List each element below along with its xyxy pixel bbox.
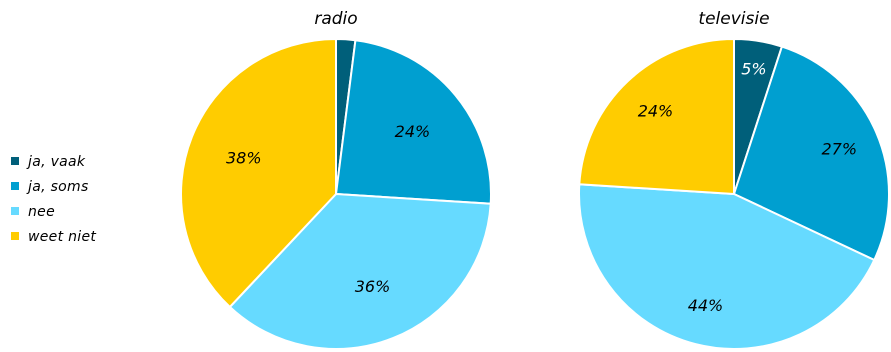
pie-slice-radio-ja-soms — [334, 39, 492, 205]
data-label-televisie-weet-niet: 24% — [638, 101, 674, 120]
pie-chart-televisie: televisie 5% 27% 44% 24% — [578, 9, 890, 350]
data-label-radio-nee: 36% — [355, 277, 391, 296]
pie-slice-televisie-weet-niet — [578, 37, 735, 196]
data-label-radio-ja-soms: 24% — [395, 122, 431, 141]
pie-chart-radio: radio 24% 36% 38% — [180, 9, 492, 350]
legend-label-nee: nee — [28, 204, 55, 220]
legend-label-weet-niet: weet niet — [28, 229, 96, 245]
legend: ja, vaak ja, soms nee weet niet — [11, 154, 96, 245]
pie-slice-radio-nee — [228, 192, 492, 350]
pie-slice-radio-weet-niet — [180, 37, 337, 309]
pie-slice-televisie-nee — [578, 183, 876, 350]
pie-title-televisie: televisie — [698, 9, 769, 29]
legend-label-ja-vaak: ja, vaak — [26, 154, 86, 170]
pie-slice-televisie-ja-soms — [732, 45, 890, 262]
legend-swatch-ja-soms — [11, 182, 19, 190]
legend-swatch-nee — [11, 207, 19, 215]
pie-title-radio: radio — [314, 9, 357, 29]
data-label-radio-weet-niet: 38% — [226, 148, 262, 167]
legend-label-ja-soms: ja, soms — [26, 179, 89, 195]
data-label-televisie-ja-vaak: 5% — [741, 59, 766, 78]
data-label-televisie-nee: 44% — [688, 296, 724, 315]
data-label-televisie-ja-soms: 27% — [821, 139, 857, 158]
legend-swatch-ja-vaak — [11, 157, 19, 165]
legend-swatch-weet-niet — [11, 232, 19, 240]
